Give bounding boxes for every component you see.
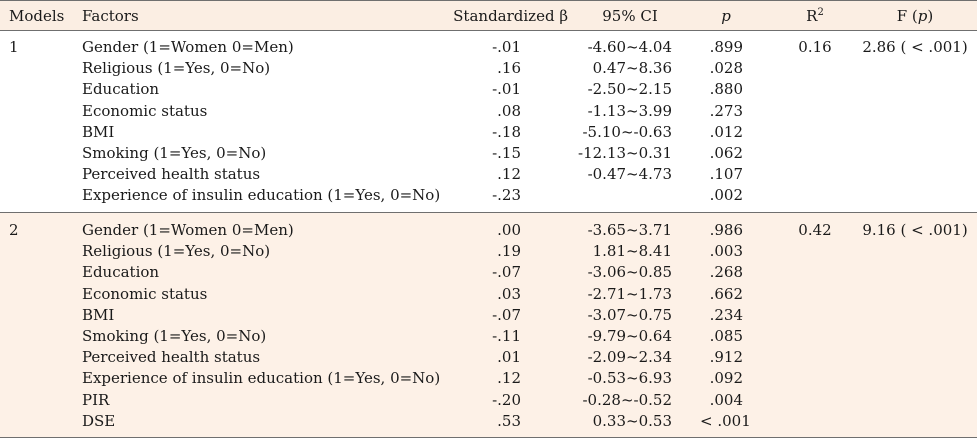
- ci-value: -1.13~3.99: [587, 102, 672, 120]
- factor-label: BMI: [82, 123, 115, 141]
- factor-label: Economic status: [82, 285, 208, 303]
- p-value: .107: [709, 165, 743, 183]
- beta-value: .19: [497, 242, 521, 260]
- ci-value: -0.28~-0.52: [582, 391, 672, 409]
- model-r2: 0.42: [798, 221, 832, 239]
- ci-value: -0.53~6.93: [587, 369, 672, 387]
- factor-label: Experience of insulin education (1=Yes, …: [82, 186, 441, 204]
- header-f: F (p): [896, 7, 934, 25]
- p-value: .004: [709, 391, 743, 409]
- beta-value: -.18: [492, 123, 521, 141]
- ci-value: -4.60~4.04: [587, 38, 672, 56]
- ci-value: -2.71~1.73: [587, 285, 672, 303]
- factor-label: Religious (1=Yes, 0=No): [82, 59, 271, 77]
- beta-value: -.23: [492, 186, 521, 204]
- model-number: 2: [9, 221, 19, 239]
- factor-label: Education: [82, 80, 160, 98]
- ci-value: 1.81~8.41: [592, 242, 672, 260]
- ci-value: -12.13~0.31: [578, 144, 672, 162]
- p-value: < .001: [700, 412, 751, 430]
- beta-value: .12: [497, 165, 521, 183]
- beta-value: .53: [497, 412, 521, 430]
- p-value: .092: [709, 369, 743, 387]
- model-f-value: 9.16 ( < .001): [862, 221, 968, 239]
- p-value: .003: [709, 242, 743, 260]
- p-value: .002: [709, 186, 743, 204]
- p-value: .912: [709, 348, 743, 366]
- beta-value: -.20: [492, 391, 521, 409]
- model-1-block: [0, 31, 977, 212]
- p-value: .273: [709, 102, 743, 120]
- factor-label: Education: [82, 263, 160, 281]
- header-p: p: [721, 7, 731, 25]
- beta-value: .08: [497, 102, 521, 120]
- p-value: .268: [709, 263, 743, 281]
- p-value: .662: [709, 285, 743, 303]
- model-r2: 0.16: [798, 38, 832, 56]
- model-number: 1: [9, 38, 19, 56]
- table-header: Models Factors Standardized β 95% CI p R…: [0, 0, 977, 31]
- beta-value: -.11: [492, 327, 521, 345]
- factor-label: Perceived health status: [82, 165, 261, 183]
- p-value: .012: [709, 123, 743, 141]
- header-factors: Factors: [82, 7, 139, 25]
- p-value: .085: [709, 327, 743, 345]
- factor-label: Gender (1=Women 0=Men): [82, 38, 294, 56]
- ci-value: 0.33~0.53: [592, 412, 672, 430]
- factor-label: Religious (1=Yes, 0=No): [82, 242, 271, 260]
- factor-label: Economic status: [82, 102, 208, 120]
- beta-value: -.07: [492, 306, 521, 324]
- factor-label: Smoking (1=Yes, 0=No): [82, 144, 267, 162]
- factor-label: Smoking (1=Yes, 0=No): [82, 327, 267, 345]
- beta-value: -.07: [492, 263, 521, 281]
- p-value: .234: [709, 306, 743, 324]
- beta-value: -.01: [492, 38, 521, 56]
- p-value: .880: [709, 80, 743, 98]
- beta-value: .03: [497, 285, 521, 303]
- beta-value: .00: [497, 221, 521, 239]
- ci-value: -9.79~0.64: [587, 327, 672, 345]
- ci-value: -3.65~3.71: [587, 221, 672, 239]
- factor-label: PIR: [82, 391, 110, 409]
- factor-label: Gender (1=Women 0=Men): [82, 221, 294, 239]
- model-separator: [0, 212, 977, 213]
- ci-value: -2.09~2.34: [587, 348, 672, 366]
- header-ci: 95% CI: [602, 7, 658, 25]
- factor-label: BMI: [82, 306, 115, 324]
- beta-value: .16: [497, 59, 521, 77]
- factor-label: DSE: [82, 412, 116, 430]
- p-value: .062: [709, 144, 743, 162]
- model-f-value: 2.86 ( < .001): [862, 38, 968, 56]
- ci-value: -5.10~-0.63: [582, 123, 672, 141]
- beta-value: -.01: [492, 80, 521, 98]
- p-value: .028: [709, 59, 743, 77]
- factor-label: Experience of insulin education (1=Yes, …: [82, 369, 441, 387]
- p-value: .899: [709, 38, 743, 56]
- beta-value: .12: [497, 369, 521, 387]
- ci-value: -3.07~0.75: [587, 306, 672, 324]
- ci-value: -0.47~4.73: [587, 165, 672, 183]
- beta-value: .01: [497, 348, 521, 366]
- header-models: Models: [9, 7, 65, 25]
- model-2-block: [0, 213, 977, 438]
- header-r2: R2: [806, 7, 824, 25]
- factor-label: Perceived health status: [82, 348, 261, 366]
- ci-value: -2.50~2.15: [587, 80, 672, 98]
- p-value: .986: [709, 221, 743, 239]
- ci-value: -3.06~0.85: [587, 263, 672, 281]
- ci-value: 0.47~8.36: [592, 59, 672, 77]
- header-beta: Standardized β: [453, 7, 568, 25]
- beta-value: -.15: [492, 144, 521, 162]
